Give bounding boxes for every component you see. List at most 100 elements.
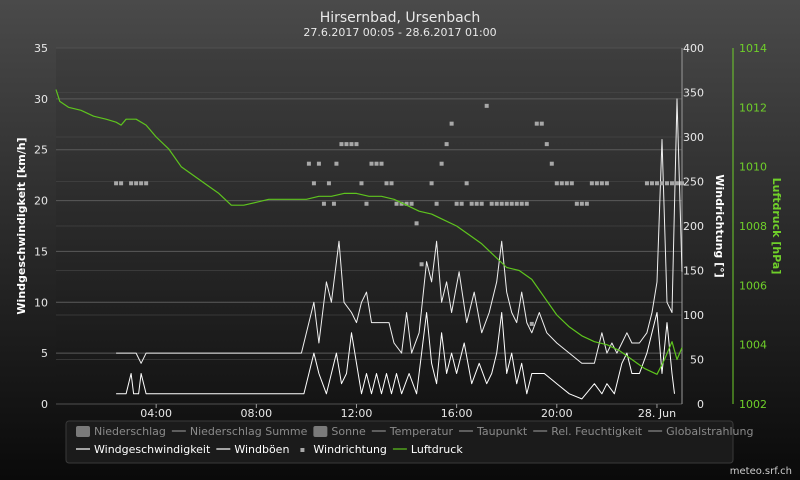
wind-direction-point bbox=[574, 201, 579, 206]
series-luftdruck-line bbox=[55, 89, 683, 375]
wind-direction-point bbox=[589, 181, 594, 186]
legend: Niederschlag Niederschlag Summe Sonne Tempe… bbox=[76, 425, 753, 456]
y-left-tick-label: 35 bbox=[34, 42, 48, 55]
wind-direction-point bbox=[469, 201, 474, 206]
y-right2-tick-label: 1012 bbox=[739, 101, 767, 114]
wind-direction-point bbox=[444, 142, 449, 147]
legend-item-taupunkt[interactable]: Taupunkt bbox=[458, 425, 528, 438]
y-right1-axis-label: Windrichtung [°] bbox=[713, 174, 726, 277]
wind-direction-point bbox=[504, 201, 509, 206]
wind-direction-point bbox=[459, 201, 464, 206]
y-right1-tick-label: 250 bbox=[683, 176, 704, 189]
wind-direction-point bbox=[119, 181, 124, 186]
legend-item-windb-en[interactable]: Windböen bbox=[216, 443, 289, 456]
y-right1-tick-label: 150 bbox=[683, 265, 704, 278]
wind-direction-point bbox=[569, 181, 574, 186]
legend-item-windrichtung[interactable]: Windrichtung bbox=[300, 443, 387, 456]
series-windrichtung bbox=[114, 103, 684, 326]
legend-label: Luftdruck bbox=[411, 443, 463, 456]
wind-direction-point bbox=[331, 201, 336, 206]
legend-item-windgeschwindigkeit[interactable]: Windgeschwindigkeit bbox=[76, 443, 211, 456]
legend-item-luftdruck[interactable]: Luftdruck bbox=[392, 443, 463, 456]
y-right1-tick-label: 50 bbox=[690, 354, 704, 367]
wind-direction-point bbox=[479, 201, 484, 206]
legend-label: Windgeschwindigkeit bbox=[94, 443, 211, 456]
y-left-tick-label: 20 bbox=[34, 195, 48, 208]
wind-direction-point bbox=[654, 181, 659, 186]
wind-direction-point bbox=[306, 161, 311, 166]
chart-subtitle: 27.6.2017 00:05 - 28.6.2017 01:00 bbox=[303, 26, 496, 39]
wind-direction-point bbox=[524, 201, 529, 206]
legend-item-sonne[interactable]: Sonne bbox=[313, 425, 366, 438]
wind-direction-point bbox=[474, 201, 479, 206]
wind-direction-point bbox=[409, 201, 414, 206]
legend-box bbox=[65, 420, 734, 464]
series-windgeschwindigkeit-line bbox=[116, 312, 675, 400]
y-right2-tick-label: 1010 bbox=[739, 161, 767, 174]
wind-direction-point bbox=[389, 181, 394, 186]
wind-direction-point bbox=[664, 181, 669, 186]
wind-direction-point bbox=[494, 201, 499, 206]
wind-direction-point bbox=[454, 201, 459, 206]
legend-item-temperatur[interactable]: Temperatur bbox=[371, 425, 454, 438]
wind-direction-point bbox=[484, 103, 489, 108]
wind-direction-point bbox=[594, 181, 599, 186]
wind-direction-point bbox=[559, 181, 564, 186]
wind-direction-point bbox=[394, 201, 399, 206]
y-right1-tick-label: 200 bbox=[683, 220, 704, 233]
legend-label: Rel. Feuchtigkeit bbox=[551, 425, 643, 438]
legend-box-icon bbox=[313, 426, 328, 437]
x-tick-label: 04:00 bbox=[140, 407, 172, 420]
y-right1-tick-label: 350 bbox=[683, 87, 704, 100]
y-left-tick-label: 15 bbox=[34, 245, 48, 258]
wind-direction-point bbox=[144, 181, 149, 186]
wind-direction-point bbox=[419, 262, 424, 267]
y-left-tick-label: 25 bbox=[34, 144, 48, 157]
wind-direction-point bbox=[599, 181, 604, 186]
legend-label: Sonne bbox=[331, 425, 366, 438]
wind-direction-point bbox=[311, 181, 316, 186]
wind-direction-point bbox=[564, 181, 569, 186]
grid bbox=[56, 47, 734, 405]
wind-direction-point bbox=[369, 161, 374, 166]
wind-direction-point bbox=[114, 181, 119, 186]
legend-item-globalstrahlung[interactable]: Globalstrahlung bbox=[648, 425, 753, 438]
wind-direction-point bbox=[549, 161, 554, 166]
credit-text: meteo.srf.ch bbox=[730, 466, 792, 477]
y-right2-tick-label: 1008 bbox=[739, 220, 767, 233]
x-tick-label: 12:00 bbox=[341, 407, 373, 420]
y-right1-ticks: 0 50 100 150 200 250 300 350 400 bbox=[683, 42, 704, 411]
wind-direction-point bbox=[604, 181, 609, 186]
chart-title: Hirsernbad, Ursenbach bbox=[320, 10, 481, 26]
wind-direction-point bbox=[359, 181, 364, 186]
y-right2-tick-label: 1014 bbox=[739, 42, 767, 55]
y-left-tick-label: 5 bbox=[41, 347, 48, 360]
legend-dot-icon bbox=[300, 448, 305, 452]
wind-direction-point bbox=[374, 161, 379, 166]
y-right1-tick-label: 300 bbox=[683, 131, 704, 144]
wind-direction-point bbox=[579, 201, 584, 206]
legend-item-niederschlag[interactable]: Niederschlag bbox=[76, 425, 166, 438]
wind-direction-point bbox=[509, 201, 514, 206]
wind-direction-point bbox=[334, 161, 339, 166]
legend-item-niederschlag-summe[interactable]: Niederschlag Summe bbox=[171, 425, 308, 438]
wind-direction-point bbox=[384, 181, 389, 186]
y-left-tick-label: 10 bbox=[34, 296, 48, 309]
y-left-axis-label: Windgeschwindigkeit [km/h] bbox=[15, 137, 28, 314]
wind-direction-point bbox=[534, 121, 539, 126]
wind-direction-point bbox=[449, 121, 454, 126]
wind-direction-point bbox=[649, 181, 654, 186]
y-right2-tick-label: 1004 bbox=[739, 339, 767, 352]
legend-box-icon bbox=[76, 426, 90, 437]
wind-direction-point bbox=[326, 181, 331, 186]
legend-label: Windböen bbox=[234, 443, 289, 456]
legend-label: Niederschlag bbox=[94, 425, 166, 438]
wind-direction-point bbox=[414, 221, 419, 226]
wind-direction-point bbox=[554, 181, 559, 186]
y-left-tick-label: 30 bbox=[34, 93, 48, 106]
legend-item-rel-feuchtigkeit[interactable]: Rel. Feuchtigkeit bbox=[533, 425, 643, 438]
wind-direction-point bbox=[499, 201, 504, 206]
y-right2-tick-label: 1002 bbox=[739, 398, 767, 411]
